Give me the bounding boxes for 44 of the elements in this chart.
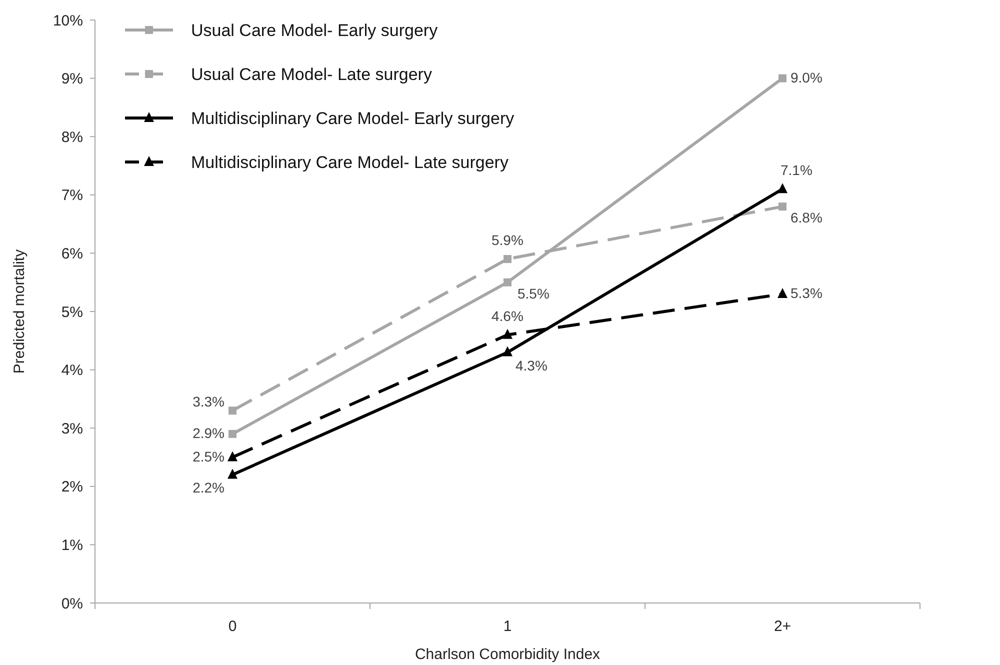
data-label: 2.5% — [192, 448, 224, 464]
point — [778, 288, 788, 298]
y-axis-title: Predicted mortality — [11, 248, 28, 374]
legend-label: Multidisciplinary Care Model- Late surgery — [191, 152, 509, 172]
data-label: 4.3% — [516, 357, 548, 374]
data-label: 2.9% — [192, 424, 224, 441]
point — [778, 202, 786, 211]
point — [502, 346, 512, 356]
y-tick-label: 1% — [61, 536, 83, 554]
x-axis-title: Charlson Comorbidity Index — [414, 646, 601, 663]
y-tick-label: 8% — [61, 128, 83, 146]
point — [504, 278, 512, 286]
x-tick-label: 2+ — [774, 618, 792, 635]
data-label: 5.3% — [790, 285, 822, 302]
data-label: 5.5% — [518, 285, 550, 302]
data-label: 5.9% — [492, 232, 524, 248]
point — [504, 255, 512, 264]
point — [228, 430, 236, 438]
x-tick-label: 0 — [228, 618, 237, 635]
legend-label: Usual Care Model- Early surgery — [191, 20, 438, 40]
y-tick-label: 5% — [61, 304, 83, 321]
point — [228, 406, 236, 415]
data-label: 7.1% — [780, 162, 812, 178]
y-tick-label: 2% — [61, 478, 83, 496]
legend-label: Usual Care Model- Late surgery — [191, 64, 432, 84]
y-tick-label: 10% — [52, 12, 83, 30]
data-label: 4.6% — [492, 308, 524, 324]
legend-label: Multidisciplinary Care Model- Early surgery — [191, 108, 515, 128]
point — [228, 468, 238, 479]
point — [502, 328, 512, 339]
point — [778, 74, 786, 82]
x-tick-label: 1 — [503, 618, 512, 635]
data-label: 6.8% — [790, 210, 822, 226]
y-tick-label: 7% — [61, 187, 83, 204]
y-tick-label: 9% — [61, 70, 83, 88]
y-tick-label: 6% — [61, 245, 83, 262]
y-tick-label: 4% — [61, 362, 83, 380]
data-label: 2.2% — [192, 480, 224, 496]
point — [228, 451, 238, 462]
y-tick-label: 3% — [61, 420, 83, 438]
point — [778, 183, 788, 194]
data-label: 9.0% — [790, 69, 822, 86]
y-tick-label: 0% — [61, 595, 83, 612]
data-label: 3.3% — [192, 394, 224, 410]
